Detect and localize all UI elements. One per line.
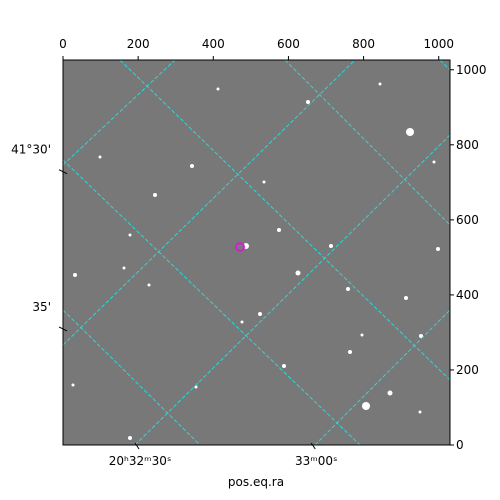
frame xyxy=(62,59,451,446)
bottom-tick-label: 33ᵐ00ˢ xyxy=(295,454,338,468)
bottom-tick-label: 20ʰ32ᵐ30ˢ xyxy=(109,454,172,468)
top-tick-label: 600 xyxy=(277,37,300,51)
right-tick-label: 600 xyxy=(456,213,479,227)
top-tick-label: 1000 xyxy=(423,37,454,51)
right-tick-label: 200 xyxy=(456,363,479,377)
x-axis-label: pos.eq.ra xyxy=(228,475,284,489)
top-tick-label: 0 xyxy=(59,37,67,51)
right-tick-label: 0 xyxy=(456,438,464,452)
target-marker xyxy=(235,242,245,252)
bottom-tick xyxy=(134,442,140,450)
stars xyxy=(71,82,440,440)
top-tick-label: 400 xyxy=(202,37,225,51)
left-tick-label: 35' xyxy=(32,300,51,314)
right-tick-label: 800 xyxy=(456,138,479,152)
top-tick-label: 200 xyxy=(127,37,150,51)
top-tick-label: 800 xyxy=(352,37,375,51)
image-background xyxy=(63,60,450,445)
left-tick xyxy=(58,326,68,332)
left-tick xyxy=(58,169,68,175)
coordinate-grid xyxy=(63,60,450,445)
bottom-tick xyxy=(310,442,316,450)
left-tick-label: 41°30' xyxy=(11,143,51,157)
right-tick-label: 1000 xyxy=(456,63,487,77)
right-tick-label: 400 xyxy=(456,288,479,302)
